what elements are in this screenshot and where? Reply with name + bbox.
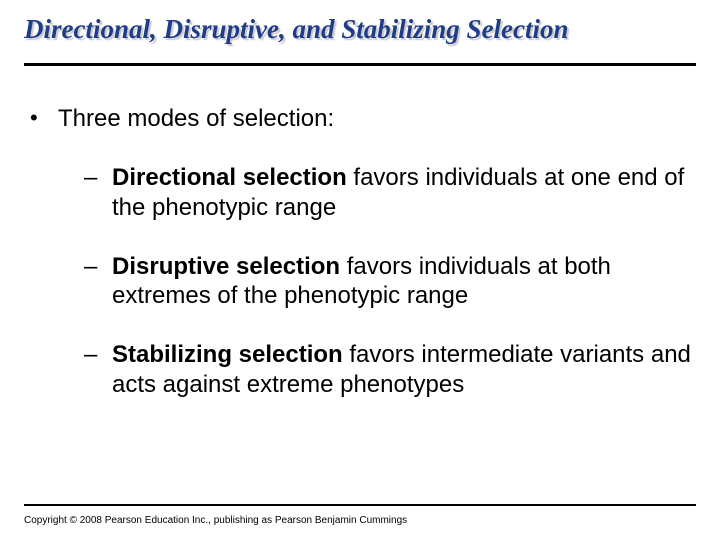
dash-icon: – (84, 252, 112, 311)
item-text: Directional selection favors individuals… (112, 163, 696, 222)
copyright-text: Copyright © 2008 Pearson Education Inc.,… (24, 515, 407, 526)
slide-title: Directional, Disruptive, and Stabilizing… (24, 14, 696, 63)
slide: Directional, Disruptive, and Stabilizing… (0, 0, 720, 540)
bullet-level2: – Directional selection favors individua… (30, 163, 696, 222)
dash-icon: – (84, 163, 112, 222)
title-rule (24, 63, 696, 66)
item-bold: Stabilizing selection (112, 341, 343, 368)
bullet-level2: – Disruptive selection favors individual… (30, 252, 696, 311)
bullet-level2: – Stabilizing selection favors intermedi… (30, 340, 696, 399)
bullet-dot-icon: • (30, 104, 58, 133)
bullet-level1: • Three modes of selection: (30, 104, 696, 133)
dash-icon: – (84, 340, 112, 399)
item-bold: Disruptive selection (112, 253, 340, 280)
item-text: Disruptive selection favors individuals … (112, 252, 696, 311)
item-text: Stabilizing selection favors intermediat… (112, 340, 696, 399)
item-bold: Directional selection (112, 164, 347, 191)
footer-rule (24, 504, 696, 506)
intro-text: Three modes of selection: (58, 104, 334, 133)
slide-body: • Three modes of selection: – Directiona… (24, 104, 696, 399)
